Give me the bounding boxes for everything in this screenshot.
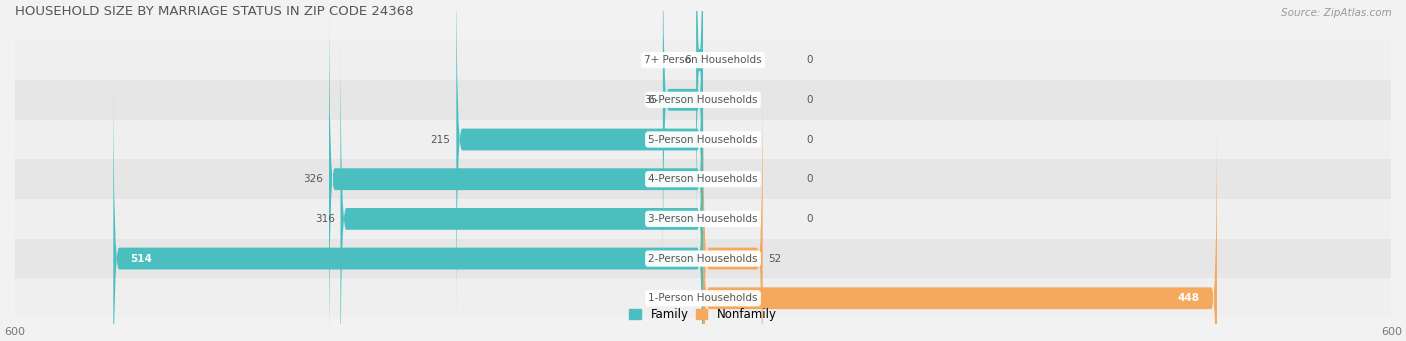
Text: 0: 0 [806, 214, 813, 224]
Bar [14, 80, 1392, 120]
Text: 0: 0 [806, 134, 813, 145]
Text: 7+ Person Households: 7+ Person Households [644, 55, 762, 65]
Text: 514: 514 [131, 254, 152, 264]
Bar [14, 159, 1392, 199]
Bar [14, 120, 1392, 159]
Text: Source: ZipAtlas.com: Source: ZipAtlas.com [1281, 9, 1392, 18]
Text: 0: 0 [806, 55, 813, 65]
Text: 316: 316 [315, 214, 335, 224]
FancyBboxPatch shape [457, 0, 703, 327]
FancyBboxPatch shape [662, 0, 703, 287]
Text: 1-Person Households: 1-Person Households [648, 293, 758, 303]
Text: 0: 0 [806, 174, 813, 184]
Text: 2-Person Households: 2-Person Households [648, 254, 758, 264]
Text: 4-Person Households: 4-Person Households [648, 174, 758, 184]
FancyBboxPatch shape [703, 71, 762, 341]
Bar [14, 40, 1392, 80]
Text: 448: 448 [1178, 293, 1199, 303]
FancyBboxPatch shape [114, 71, 703, 341]
Bar [14, 278, 1392, 318]
Bar [14, 239, 1392, 278]
Text: 215: 215 [430, 134, 450, 145]
Text: 0: 0 [806, 95, 813, 105]
Legend: Family, Nonfamily: Family, Nonfamily [630, 308, 776, 321]
Text: HOUSEHOLD SIZE BY MARRIAGE STATUS IN ZIP CODE 24368: HOUSEHOLD SIZE BY MARRIAGE STATUS IN ZIP… [14, 5, 413, 18]
Text: 6-Person Households: 6-Person Households [648, 95, 758, 105]
FancyBboxPatch shape [696, 0, 703, 248]
FancyBboxPatch shape [703, 111, 1218, 341]
Bar [14, 199, 1392, 239]
Text: 52: 52 [769, 254, 782, 264]
FancyBboxPatch shape [329, 0, 703, 341]
Text: 326: 326 [304, 174, 323, 184]
Text: 5-Person Households: 5-Person Households [648, 134, 758, 145]
Text: 3-Person Households: 3-Person Households [648, 214, 758, 224]
Text: 35: 35 [644, 95, 657, 105]
Text: 6: 6 [683, 55, 690, 65]
FancyBboxPatch shape [340, 31, 703, 341]
